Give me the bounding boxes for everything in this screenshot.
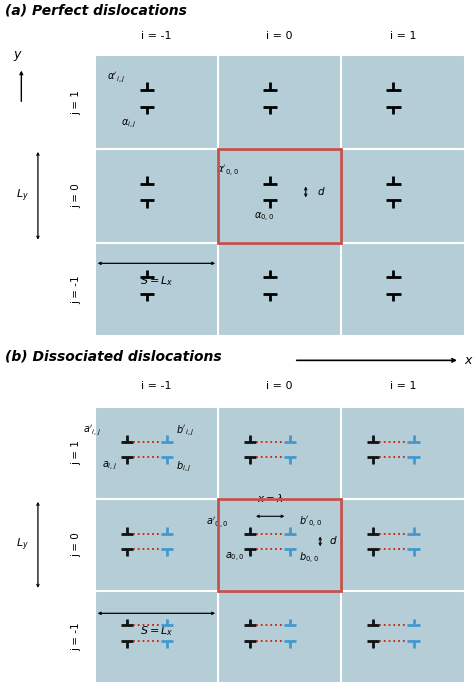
Text: $\alpha_{i,j}$: $\alpha_{i,j}$	[121, 118, 137, 130]
Text: $a_{0,0}$: $a_{0,0}$	[225, 551, 245, 564]
Text: d: d	[318, 187, 324, 197]
Text: i = 0: i = 0	[266, 381, 293, 391]
Text: i = 1: i = 1	[390, 31, 416, 41]
Text: j = 1: j = 1	[71, 441, 81, 466]
Text: i = -1: i = -1	[141, 381, 172, 391]
Text: j = 1: j = 1	[71, 90, 81, 114]
Text: $a_{i,j}$: $a_{i,j}$	[101, 459, 117, 471]
Text: x: x	[465, 354, 472, 367]
Text: $b'_{i,j}$: $b'_{i,j}$	[175, 424, 194, 439]
Text: $\alpha_{0,0}$: $\alpha_{0,0}$	[254, 211, 274, 225]
Text: y: y	[13, 48, 20, 61]
Text: d: d	[330, 536, 336, 546]
Text: i = 1: i = 1	[390, 381, 416, 391]
Text: $\alpha'_{i,j}$: $\alpha'_{i,j}$	[107, 71, 125, 85]
Text: $L_y$: $L_y$	[16, 188, 28, 204]
Text: i = -1: i = -1	[141, 31, 172, 41]
Text: j = -1: j = -1	[71, 622, 81, 651]
Bar	[95, 55, 465, 336]
Text: $a'_{i,j}$: $a'_{i,j}$	[82, 424, 100, 439]
Text: (b) Dissociated dislocations: (b) Dissociated dislocations	[5, 350, 221, 364]
Text: $S = L_x$: $S = L_x$	[140, 624, 173, 638]
Text: $x = \lambda$: $x = \lambda$	[257, 492, 283, 505]
Text: $S = L_x$: $S = L_x$	[140, 274, 173, 288]
Text: $b_{0,0}$: $b_{0,0}$	[299, 551, 319, 566]
Text: (a) Perfect dislocations: (a) Perfect dislocations	[5, 3, 187, 17]
Text: $b_{i,j}$: $b_{i,j}$	[175, 459, 191, 473]
Text: $a'_{0,0}$: $a'_{0,0}$	[206, 516, 228, 530]
Text: j = -1: j = -1	[71, 275, 81, 304]
Text: j = 0: j = 0	[71, 532, 81, 557]
Text: i = 0: i = 0	[266, 31, 293, 41]
Text: $L_y$: $L_y$	[16, 536, 28, 553]
Text: $b'_{0,0}$: $b'_{0,0}$	[299, 515, 322, 530]
Text: j = 0: j = 0	[71, 184, 81, 208]
Text: $\alpha'_{0,0}$: $\alpha'_{0,0}$	[216, 164, 238, 178]
Bar	[95, 407, 465, 683]
